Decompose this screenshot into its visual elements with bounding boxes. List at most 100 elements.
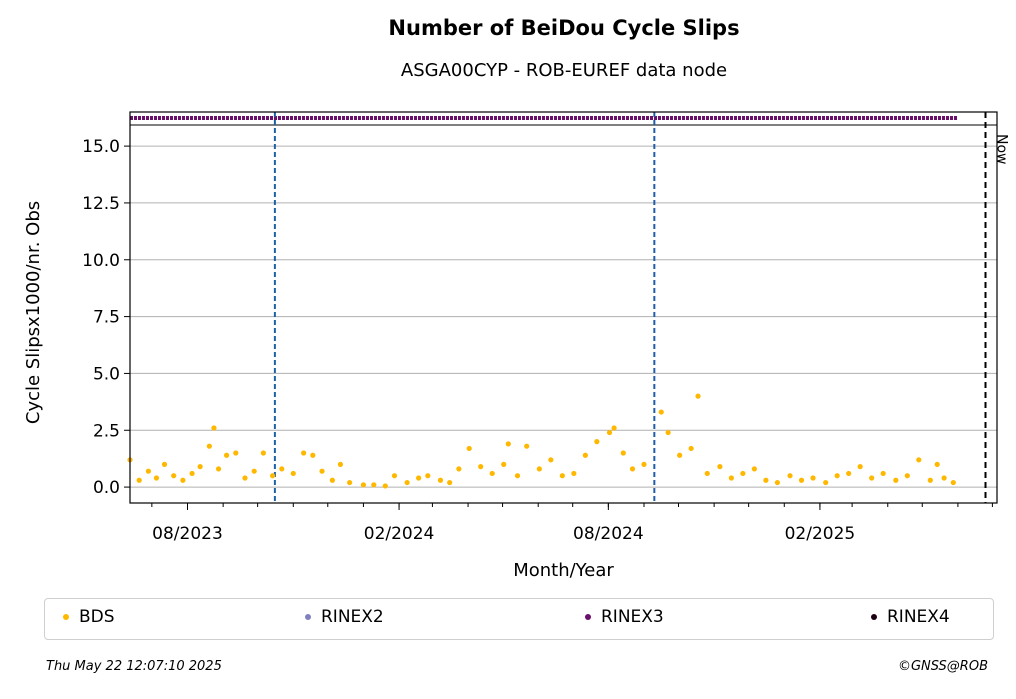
data-point-bds xyxy=(329,477,335,483)
data-point-bds xyxy=(880,470,886,477)
data-point-bds xyxy=(559,473,565,479)
footer-timestamp: Thu May 22 12:07:10 2025 xyxy=(46,659,222,674)
data-point-bds xyxy=(594,439,600,445)
data-point-bds xyxy=(582,452,588,458)
legend-label: BDS xyxy=(79,607,115,627)
data-point-bds xyxy=(233,450,239,456)
data-point-bds xyxy=(857,464,863,470)
data-point-bds xyxy=(823,479,829,486)
data-point-bds xyxy=(571,470,577,477)
data-point-bds xyxy=(279,466,285,472)
legend-label: RINEX4 xyxy=(887,607,950,627)
data-point-bds xyxy=(869,475,875,481)
data-point-bds xyxy=(695,393,701,399)
data-point-bds xyxy=(904,473,910,479)
y-tick-label: 12.5 xyxy=(82,194,120,214)
legend-marker xyxy=(585,614,591,620)
data-point-bds xyxy=(425,473,431,479)
data-point-bds xyxy=(774,479,780,486)
data-point-bds xyxy=(688,445,694,452)
x-tick-label: 02/2024 xyxy=(364,524,435,544)
data-point-bds xyxy=(171,473,177,479)
data-point-bds xyxy=(290,470,296,477)
data-point-bds xyxy=(763,477,769,483)
legend-marker xyxy=(871,614,877,620)
data-point-bds xyxy=(606,429,613,436)
data-point-bds xyxy=(145,468,151,474)
data-point-bds xyxy=(189,470,195,477)
data-point-bds xyxy=(950,479,956,486)
chart-legend: BDS RINEX2 RINEX3 RINEX4 xyxy=(44,598,994,640)
x-tick-label: 08/2023 xyxy=(152,524,223,544)
legend-marker xyxy=(63,614,69,620)
data-point-bds xyxy=(846,470,852,477)
data-point-bds xyxy=(548,457,554,463)
plot-frame xyxy=(129,111,998,504)
x-axis-label: Month/Year xyxy=(513,560,614,581)
data-point-bds xyxy=(751,466,757,472)
data-point-bds xyxy=(153,475,160,481)
data-point-bds xyxy=(629,466,636,472)
data-point-bds xyxy=(641,461,647,467)
data-point-bds xyxy=(301,450,307,456)
data-point-bds xyxy=(371,482,377,488)
legend-item-bds: BDS xyxy=(63,607,115,627)
data-point-bds xyxy=(620,450,626,456)
data-point-bds xyxy=(514,473,521,479)
data-point-bds xyxy=(223,452,230,458)
y-tick-label: 2.5 xyxy=(93,421,120,441)
data-point-bds xyxy=(893,477,899,483)
data-point-bds xyxy=(215,466,222,472)
now-marker-label: Now xyxy=(994,134,1010,165)
data-point-bds xyxy=(787,473,793,479)
data-point-bds xyxy=(728,475,734,481)
data-point-bds xyxy=(456,466,462,472)
x-tick-label: 02/2025 xyxy=(785,524,856,544)
data-point-bds xyxy=(665,429,671,436)
data-point-bds xyxy=(269,473,276,479)
data-point-bds xyxy=(717,464,723,470)
legend-marker xyxy=(305,614,311,620)
data-point-bds xyxy=(916,457,922,463)
chart-subtitle: ASGA00CYP - ROB-EUREF data node xyxy=(400,60,728,81)
legend-item-rinex3: RINEX3 xyxy=(585,607,664,627)
data-point-bds xyxy=(360,482,367,488)
data-point-bds xyxy=(437,477,444,483)
y-tick-label: 10.0 xyxy=(82,251,120,271)
data-point-bds xyxy=(206,443,212,449)
legend-label: RINEX2 xyxy=(321,607,384,627)
data-point-bds xyxy=(927,477,933,483)
data-point-bds xyxy=(347,479,353,486)
y-tick-label: 0.0 xyxy=(93,478,120,498)
data-point-bds xyxy=(704,470,710,477)
data-point-bds xyxy=(404,479,410,486)
data-point-bds xyxy=(319,468,325,474)
data-point-bds xyxy=(180,477,186,483)
y-tick-label: 5.0 xyxy=(93,364,120,384)
data-point-bds xyxy=(211,425,217,431)
data-point-bds xyxy=(478,464,484,470)
data-point-bds xyxy=(251,468,257,474)
data-point-bds xyxy=(740,470,746,477)
data-point-bds xyxy=(798,477,805,483)
footer-copyright: ©GNSS@ROB xyxy=(897,659,988,674)
data-point-bds xyxy=(161,461,168,467)
data-point-bds xyxy=(536,466,542,472)
data-point-bds xyxy=(524,443,530,449)
legend-item-rinex4: RINEX4 xyxy=(871,607,950,627)
data-point-bds xyxy=(197,464,203,470)
data-point-bds xyxy=(337,461,344,467)
data-point-bds xyxy=(447,479,453,486)
data-point-bds xyxy=(834,473,840,479)
data-point-bds xyxy=(416,475,422,481)
data-point-bds xyxy=(242,475,248,481)
y-axis-label: Cycle Slipsx1000/nr. Obs xyxy=(23,201,44,424)
data-point-bds xyxy=(934,461,940,467)
data-point-bds xyxy=(260,450,266,456)
data-point-bds xyxy=(382,483,388,489)
data-point-bds xyxy=(505,441,511,447)
y-tick-label: 15.0 xyxy=(82,137,120,157)
data-point-bds xyxy=(611,425,617,431)
data-point-bds xyxy=(489,470,495,477)
data-point-bds xyxy=(501,461,507,467)
